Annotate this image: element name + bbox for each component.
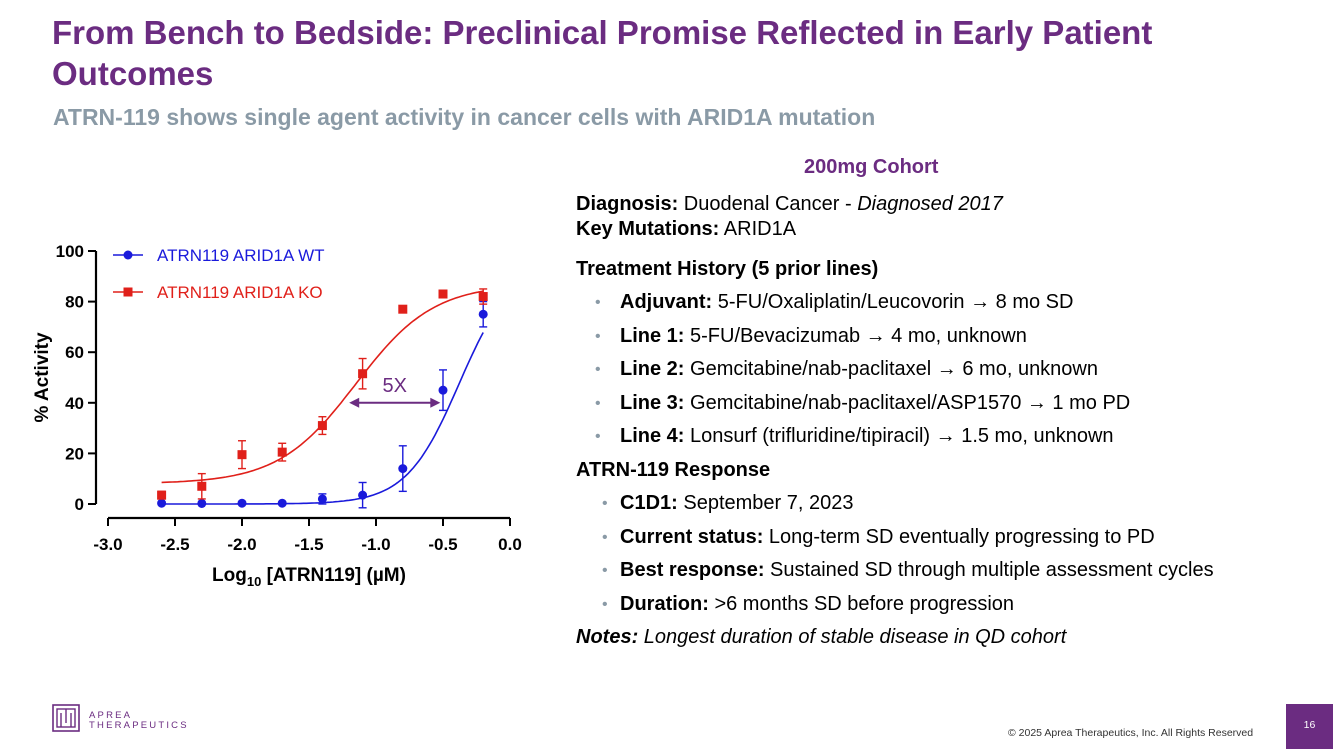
list-item: • Current status: Long-term SD eventually… (602, 525, 1155, 548)
list-item: • Line 1: 5-FU/Bevacizumab → 4 mo, unknow… (595, 324, 1027, 347)
slide-subtitle: ATRN-119 shows single agent activity in … (53, 104, 876, 130)
data-point-wt (438, 385, 448, 395)
data-point-wt (358, 490, 368, 500)
data-point-ko (438, 289, 448, 299)
data-point-ko (277, 447, 287, 457)
bullet-icon: • (602, 562, 608, 580)
list-item: • C1D1: September 7, 2023 (602, 491, 854, 514)
diagnosis-year: Diagnosed 2017 (857, 193, 1003, 215)
x-tick-label: -2.0 (227, 535, 256, 554)
notes-label: Notes: (576, 626, 639, 649)
diagnosis-value: Duodenal Cancer - (678, 193, 858, 215)
bullet-icon: • (595, 327, 601, 345)
data-point-wt (197, 498, 207, 508)
mutations-line: Key Mutations: ARID1A (576, 217, 1316, 242)
slide-title: From Bench to Bedside: Preclinical Promi… (52, 14, 1153, 92)
chart-legend: ATRN119 ARID1A WT ATRN119 ARID1A KO (113, 246, 325, 302)
list-item: • Duration: >6 months SD before progressi… (602, 592, 1015, 615)
patient-panel: Diagnosis: Duodenal Cancer - Diagnosed 2… (576, 192, 1316, 650)
y-tick-label: 100 (56, 242, 84, 261)
x-tick-label: 0.0 (498, 535, 522, 554)
annotation-label: 5X (383, 375, 407, 397)
legend-marker (123, 250, 133, 260)
y-tick-label: 20 (65, 444, 84, 463)
diagnosis-label: Diagnosis: (576, 193, 679, 215)
bullet-icon: • (602, 595, 608, 613)
mutations-value: ARID1A (719, 218, 797, 240)
chart-axes: -3.0 -2.5 -2.0 -1.5 -1.0 -0.5 0.0 0 20 40 60 80 100%… (32, 242, 522, 589)
bullet-icon: • (595, 428, 601, 446)
data-points (157, 288, 488, 509)
data-point-wt (317, 494, 327, 504)
dose-response-chart: -3.0 -2.5 -2.0 -1.5 -1.0 -0.5 0.0 0 20 40 60 80 100%… (32, 242, 522, 589)
bullet-icon: • (602, 528, 608, 546)
fit-curves (161, 290, 484, 505)
list-item: • Best response: Sustained SD through mul… (602, 559, 1214, 582)
notes-text: Longest duration of stable disease in QD… (638, 626, 1067, 649)
data-point-wt (478, 309, 488, 319)
cohort-heading: 200mg Cohort (804, 156, 939, 178)
list-item: • Line 4: Lonsurf (trifluridine/tipiracil… (595, 425, 1114, 448)
y-axis-label: % Activity (32, 332, 53, 423)
logo-wordmark: APREA THERAPEUTICS (89, 711, 189, 731)
data-point-wt (277, 498, 287, 508)
data-point-wt (398, 464, 408, 474)
page-number: 16 (1286, 704, 1333, 749)
notes-line: Notes: Longest duration of stable diseas… (576, 625, 1316, 650)
x-axis-label: Log10 [ATRN119] (µM) (212, 565, 406, 589)
bullet-icon: • (595, 394, 601, 412)
data-point-ko (478, 292, 488, 302)
fold-annotation: 5X (349, 375, 441, 408)
diagnosis-line: Diagnosis: Duodenal Cancer - Diagnosed 2… (576, 192, 1316, 217)
x-tick-label: -3.0 (93, 535, 122, 554)
list-item: • Adjuvant: 5-FU/Oxaliplatin/Leucovorin →… (595, 291, 1074, 313)
mutations-label: Key Mutations: (576, 218, 720, 240)
logo-line1: APREA (89, 710, 133, 721)
list-item: • Line 3: Gemcitabine/nab-paclitaxel/ASP1… (595, 391, 1131, 414)
bullet-icon: • (595, 361, 601, 379)
data-point-ko (237, 450, 247, 460)
fit-curve-ko (161, 290, 484, 484)
data-point-ko (157, 490, 167, 500)
data-point-wt (237, 498, 247, 508)
y-tick-label: 40 (65, 394, 84, 413)
list-item: • Line 2: Gemcitabine/nab-paclitaxel → 6 … (595, 358, 1098, 381)
logo-line2: THERAPEUTICS (89, 720, 189, 731)
data-point-ko (398, 304, 408, 314)
treatment-heading: Treatment History (5 prior lines) (576, 258, 879, 280)
response-heading: ATRN-119 Response (576, 458, 771, 481)
copyright-text: © 2025 Aprea Therapeutics, Inc. All Righ… (1008, 727, 1254, 739)
legend-label: ATRN119 ARID1A WT (157, 246, 325, 265)
data-point-ko (358, 369, 368, 379)
legend-marker (123, 287, 133, 297)
aprea-logo-icon (52, 704, 80, 732)
bullet-icon: • (602, 494, 608, 512)
y-tick-label: 80 (65, 293, 84, 312)
arrow-head-right (430, 397, 441, 408)
data-point-wt (157, 498, 167, 508)
legend-label: ATRN119 ARID1A KO (157, 283, 323, 302)
data-point-ko (197, 481, 207, 491)
treatment-list: • Adjuvant: 5-FU/Oxaliplatin/Leucovorin →… (576, 290, 1316, 449)
data-point-ko (317, 421, 327, 431)
x-tick-label: -0.5 (428, 535, 457, 554)
x-tick-label: -1.5 (294, 535, 323, 554)
x-tick-label: -1.0 (361, 535, 390, 554)
x-tick-label: -2.5 (160, 535, 189, 554)
bullet-icon: • (595, 294, 601, 311)
response-list: • C1D1: September 7, 2023 • Current status… (576, 491, 1316, 617)
y-tick-label: 60 (65, 343, 84, 362)
y-tick-label: 0 (75, 495, 84, 514)
arrow-head-left (349, 397, 360, 408)
